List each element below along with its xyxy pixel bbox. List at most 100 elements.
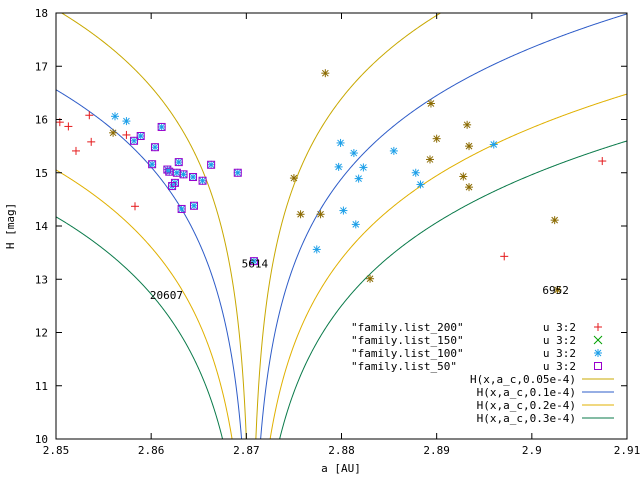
legend-marker xyxy=(594,362,602,370)
x-tick-label: 2.89 xyxy=(423,444,450,457)
data-point xyxy=(339,206,348,215)
data-point xyxy=(189,201,198,210)
x-tick-label: 2.9 xyxy=(522,444,542,457)
data-point xyxy=(426,99,435,108)
data-point xyxy=(411,168,420,177)
legend-using: u 3:2 xyxy=(543,321,576,334)
data-point xyxy=(174,158,183,167)
y-tick-label: 18 xyxy=(35,7,48,20)
data-point xyxy=(148,160,157,169)
legend-marker xyxy=(594,323,602,331)
legend-label: "family.list_200" xyxy=(351,321,464,334)
y-tick-label: 13 xyxy=(35,273,48,286)
legend-label: "family.list_50" xyxy=(351,360,457,373)
data-point xyxy=(85,111,94,120)
legend-label: H(x,a_c,0.3e-4) xyxy=(477,412,576,425)
data-point xyxy=(465,142,474,151)
legend-using: u 3:2 xyxy=(543,347,576,360)
data-point xyxy=(130,136,139,145)
data-point xyxy=(136,132,145,141)
y-axis: 10 11 12 13 14 15 16 17 18 xyxy=(35,7,627,446)
x-axis-label: a [AU] xyxy=(321,462,361,475)
family-curve-right-1 xyxy=(260,13,627,439)
data-point xyxy=(249,257,258,266)
legend-using: u 3:2 xyxy=(543,360,576,373)
data-point xyxy=(189,173,198,182)
y-tick-label: 15 xyxy=(35,167,48,180)
data-point xyxy=(165,167,174,176)
legend-label: H(x,a_c,0.05e-4) xyxy=(470,373,576,386)
data-point xyxy=(459,172,468,181)
y-tick-label: 12 xyxy=(35,327,48,340)
y-tick-label: 14 xyxy=(35,220,49,233)
data-point xyxy=(465,183,474,192)
data-point xyxy=(351,220,360,229)
data-point xyxy=(321,69,330,78)
data-point xyxy=(122,117,131,126)
data-point xyxy=(177,204,186,213)
data-point xyxy=(349,149,358,158)
x-tick-label: 2.85 xyxy=(43,444,70,457)
data-point xyxy=(316,210,325,219)
x-tick-label: 2.87 xyxy=(233,444,260,457)
data-point xyxy=(189,201,198,210)
data-point xyxy=(550,216,559,225)
y-tick-label: 17 xyxy=(35,60,48,73)
data-point xyxy=(130,136,139,145)
data-point xyxy=(198,176,207,185)
data-point xyxy=(71,146,80,155)
family-curve-right-2 xyxy=(269,93,627,439)
family-curve-left-0 xyxy=(60,13,247,439)
data-point xyxy=(130,202,139,211)
legend: "family.list_200" u 3:2"family.list_150" u… xyxy=(351,321,614,425)
family-curve-left-3 xyxy=(56,216,224,439)
data-point xyxy=(289,174,298,183)
data-point xyxy=(64,122,73,131)
data-point xyxy=(489,140,498,149)
data-point xyxy=(198,176,207,185)
legend-label: "family.list_150" xyxy=(351,334,464,347)
x-axis: 2.85 2.86 2.87 2.88 2.89 2.9 2.91 xyxy=(43,13,640,457)
data-point xyxy=(174,158,183,167)
legend-label: "family.list_100" xyxy=(351,347,464,360)
data-point xyxy=(389,146,398,155)
data-point xyxy=(249,257,258,266)
family-curve-right-3 xyxy=(279,140,627,439)
data-point xyxy=(354,174,363,183)
annotations: 5614 20607 6952 xyxy=(150,257,569,302)
data-point xyxy=(598,157,607,166)
legend-label: H(x,a_c,0.1e-4) xyxy=(477,386,576,399)
family-curve-left-1 xyxy=(56,89,243,439)
y-tick-label: 16 xyxy=(35,114,48,127)
data-point xyxy=(553,285,562,294)
legend-label: H(x,a_c,0.2e-4) xyxy=(477,399,576,412)
points-layer xyxy=(55,69,607,294)
data-point xyxy=(296,210,305,219)
data-point xyxy=(334,162,343,171)
point-annotation: 6952 xyxy=(542,284,569,297)
data-point xyxy=(157,122,166,131)
data-point xyxy=(233,168,242,177)
data-point xyxy=(432,134,441,143)
family-curve-right-0 xyxy=(255,13,442,439)
x-tick-label: 2.88 xyxy=(328,444,355,457)
family-curve-left-2 xyxy=(56,169,233,439)
data-point xyxy=(157,122,166,131)
data-point xyxy=(207,160,216,169)
data-point xyxy=(366,274,375,283)
data-point xyxy=(122,130,131,139)
data-point xyxy=(87,137,96,146)
data-point xyxy=(148,160,157,169)
data-point xyxy=(416,180,425,189)
x-tick-label: 2.91 xyxy=(614,444,640,457)
legend-marker xyxy=(594,349,602,357)
data-point xyxy=(179,170,188,179)
x-tick-label: 2.86 xyxy=(138,444,165,457)
point-annotation: 20607 xyxy=(150,289,183,302)
y-tick-label: 11 xyxy=(35,380,48,393)
data-point xyxy=(165,167,174,176)
legend-using: u 3:2 xyxy=(543,334,576,347)
data-point xyxy=(233,168,242,177)
data-point xyxy=(170,178,179,187)
